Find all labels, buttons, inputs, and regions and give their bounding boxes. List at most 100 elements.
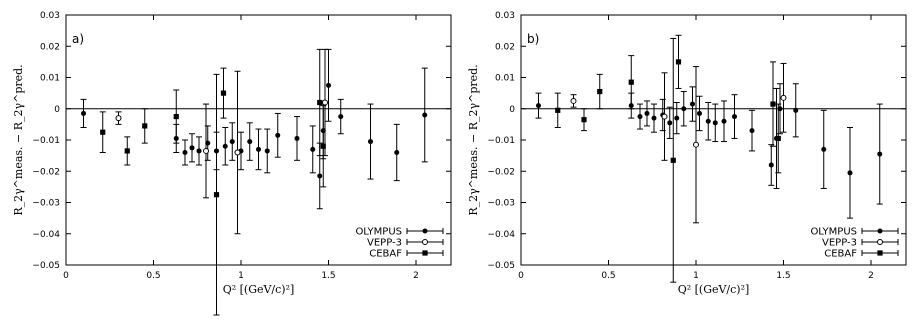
data-point (661, 113, 668, 120)
data-point (173, 113, 179, 120)
legend-marker (422, 228, 428, 234)
y-tick-label: 0 (54, 105, 60, 115)
data-point (220, 90, 227, 96)
x-tick-label: 1 (693, 271, 699, 281)
data-point (294, 135, 300, 141)
data-point (768, 162, 774, 168)
x-tick-label: 1.5 (321, 271, 335, 281)
data-point (693, 141, 699, 148)
data-point (115, 115, 122, 122)
legend-label: CEBAF (824, 249, 857, 260)
data-point (775, 135, 781, 142)
data-point (320, 143, 326, 149)
legend-marker (877, 250, 883, 256)
series-olympus (80, 48, 428, 210)
y-tick-label: 0.03 (40, 11, 60, 21)
y-tick-label: 0.02 (40, 42, 60, 52)
data-point (732, 114, 737, 120)
legend-label: OLYMPUS (810, 227, 857, 238)
data-point (213, 192, 220, 198)
data-point (712, 120, 718, 126)
data-point (793, 107, 799, 113)
data-point (597, 88, 603, 95)
data-point (142, 123, 148, 129)
y-tick-label: 0.03 (495, 11, 515, 21)
panel-label: a) (72, 32, 84, 46)
data-point (770, 101, 776, 107)
x-tick-label: 1.5 (776, 271, 790, 281)
data-point (536, 103, 541, 109)
legend-marker (422, 239, 428, 245)
data-point (81, 110, 86, 116)
data-point (189, 145, 195, 151)
y-axis-title: R_2γ^meas. − R_2γ^pred. (467, 64, 480, 215)
data-point (877, 151, 883, 157)
data-point (182, 150, 188, 155)
data-point (628, 79, 634, 85)
data-point (422, 112, 428, 118)
y-tick-label: −0.04 (487, 230, 515, 240)
data-point (196, 148, 202, 154)
data-point (780, 94, 787, 101)
series-cebaf (554, 34, 782, 283)
data-point (338, 114, 344, 120)
y-tick-label: 0.01 (495, 74, 515, 84)
series-vepp-3 (570, 62, 787, 224)
data-point (100, 129, 106, 135)
x-tick-label: 0.5 (146, 271, 160, 281)
data-point (749, 128, 755, 134)
y-tick-label: −0.03 (487, 199, 515, 209)
panel-label: b) (527, 32, 539, 46)
x-axis-title: Q² [(GeV/c)²] (678, 283, 750, 296)
data-point (670, 157, 676, 163)
x-tick-label: 0.5 (601, 271, 615, 281)
data-point (247, 139, 253, 145)
legend-label: OLYMPUS (355, 227, 402, 238)
data-point (264, 148, 270, 154)
data-point (581, 117, 587, 123)
legend-marker (422, 250, 428, 256)
data-point (821, 146, 827, 152)
y-tick-label: 0.01 (40, 74, 60, 84)
x-tick-label: 2 (868, 271, 874, 281)
chart-panel-a: −0.05 −0.04 −0.03 −0.02 −0.01 0 0.01 0.02 0.03 0 0… (12, 11, 452, 316)
chart-panel-b: −0.05 −0.04 −0.03 −0.02 −0.01 0 0.01 0.02 0.03 0 0… (467, 11, 907, 296)
y-tick-label: −0.04 (32, 230, 60, 240)
data-point (326, 82, 331, 88)
legend-label: VEPP-3 (822, 238, 857, 249)
x-tick-label: 0 (518, 271, 524, 281)
data-point (721, 118, 727, 124)
data-point (275, 132, 281, 138)
y-tick-label: −0.05 (32, 261, 60, 271)
x-axis-title: Q² [(GeV/c)²] (223, 283, 295, 296)
x-tick-label: 1 (238, 271, 244, 281)
y-tick-label: 0 (509, 105, 515, 115)
legend-label: CEBAF (369, 249, 402, 260)
data-point (570, 97, 577, 104)
y-axis-title: R_2γ^meas. − R_2γ^pred. (12, 64, 25, 215)
legend-label: VEPP-3 (367, 238, 402, 249)
data-point (690, 101, 695, 107)
series-vepp-3 (115, 48, 328, 235)
series-olympus (535, 83, 883, 219)
data-point (256, 146, 261, 152)
data-point (368, 139, 373, 145)
y-tick-label: −0.01 (32, 136, 60, 146)
data-point (124, 148, 130, 154)
data-point (847, 170, 853, 176)
legend-marker (877, 228, 883, 234)
data-point (222, 143, 228, 149)
data-point (234, 149, 241, 156)
y-tick-label: −0.05 (487, 261, 515, 271)
data-point (310, 146, 316, 152)
series-cebaf (99, 48, 327, 316)
data-point (317, 99, 323, 106)
x-tick-label: 2 (413, 271, 419, 281)
data-point (697, 110, 702, 116)
data-point (317, 173, 323, 179)
data-point (394, 150, 400, 155)
